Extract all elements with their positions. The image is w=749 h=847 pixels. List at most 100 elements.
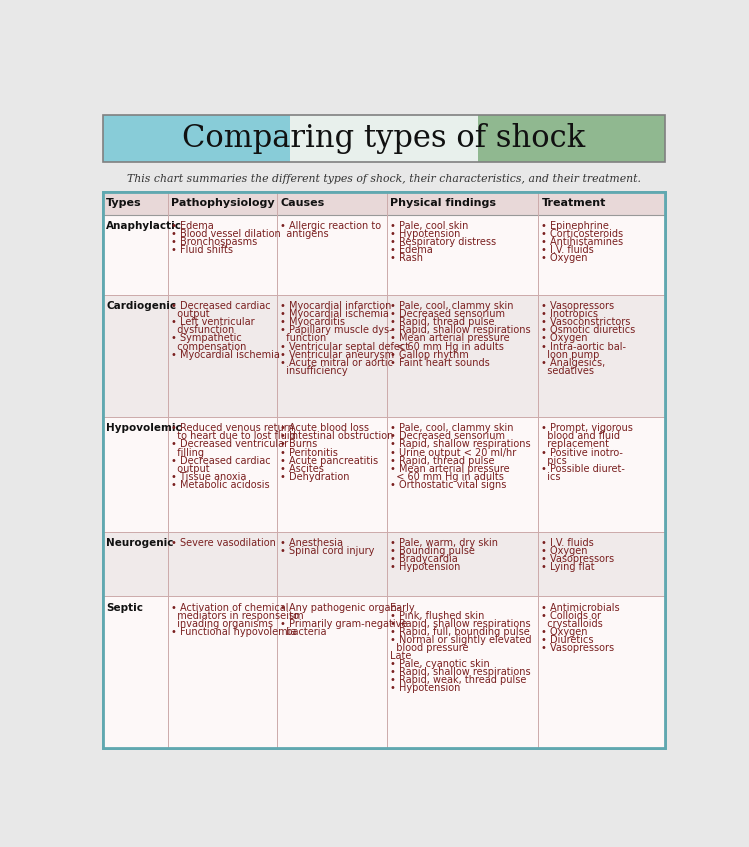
- Text: • Orthostatic vital signs: • Orthostatic vital signs: [389, 480, 506, 490]
- Text: • Osmotic diuretics: • Osmotic diuretics: [542, 325, 636, 335]
- Text: Treatment: Treatment: [542, 198, 606, 208]
- Text: Neurogenic: Neurogenic: [106, 538, 174, 548]
- Text: < 60 mm Hg in adults: < 60 mm Hg in adults: [389, 341, 503, 352]
- Text: • Hypotension: • Hypotension: [389, 229, 460, 239]
- Text: • Allergic reaction to: • Allergic reaction to: [280, 221, 381, 231]
- Text: • I.V. fluids: • I.V. fluids: [542, 246, 594, 255]
- Text: • Rapid, shallow respirations: • Rapid, shallow respirations: [389, 325, 530, 335]
- Text: • Anesthesia: • Anesthesia: [280, 538, 343, 548]
- Text: • Urine output < 20 ml/hr: • Urine output < 20 ml/hr: [389, 447, 516, 457]
- Text: • Analgesics,: • Analgesics,: [542, 357, 606, 368]
- Text: • Positive inotro-: • Positive inotro-: [542, 447, 623, 457]
- Text: filling: filling: [171, 447, 204, 457]
- Bar: [103, 417, 665, 532]
- Text: • Oxygen: • Oxygen: [542, 253, 588, 263]
- Text: • Prompt, vigorous: • Prompt, vigorous: [542, 424, 634, 434]
- Text: • Rapid, thread pulse: • Rapid, thread pulse: [389, 456, 494, 466]
- Text: blood and fluid: blood and fluid: [542, 431, 620, 441]
- Text: • Pink, flushed skin: • Pink, flushed skin: [389, 611, 484, 621]
- Text: • Functional hypovolemia: • Functional hypovolemia: [171, 627, 296, 637]
- Text: • Rapid, full, bounding pulse: • Rapid, full, bounding pulse: [389, 627, 530, 637]
- Text: • Fluid shifts: • Fluid shifts: [171, 246, 233, 255]
- Text: • Blood vessel dilation: • Blood vessel dilation: [171, 229, 280, 239]
- Text: • Bradycardia: • Bradycardia: [389, 554, 458, 564]
- Text: • Dehydration: • Dehydration: [280, 472, 350, 482]
- Text: • Acute pancreatitis: • Acute pancreatitis: [280, 456, 378, 466]
- Text: • Pale, cyanotic skin: • Pale, cyanotic skin: [389, 659, 490, 669]
- Text: This chart summaries the different types of shock, their characteristics, and th: This chart summaries the different types…: [127, 174, 641, 185]
- Bar: [103, 596, 665, 748]
- Text: • Edema: • Edema: [171, 221, 213, 231]
- Text: Anaphylactic: Anaphylactic: [106, 221, 182, 231]
- Text: output: output: [171, 309, 209, 319]
- Text: • I.V. fluids: • I.V. fluids: [542, 538, 594, 548]
- Text: Physical findings: Physical findings: [389, 198, 496, 208]
- Text: • Diuretics: • Diuretics: [542, 635, 594, 645]
- Text: • Vasoconstrictors: • Vasoconstrictors: [542, 318, 631, 327]
- Text: • Tissue anoxia: • Tissue anoxia: [171, 472, 246, 482]
- Text: • Rapid, shallow respirations: • Rapid, shallow respirations: [389, 667, 530, 678]
- Text: function: function: [280, 334, 327, 343]
- Text: • Antimicrobials: • Antimicrobials: [542, 602, 620, 612]
- Text: • Severe vasodilation: • Severe vasodilation: [171, 538, 276, 548]
- Text: • Decreased cardiac: • Decreased cardiac: [171, 456, 270, 466]
- Text: • Bronchospasms: • Bronchospasms: [171, 237, 257, 247]
- Text: • Reduced venous return: • Reduced venous return: [171, 424, 294, 434]
- Text: sedatives: sedatives: [542, 366, 595, 376]
- Text: crystalloids: crystalloids: [542, 618, 603, 628]
- Text: • Colloids or: • Colloids or: [542, 611, 601, 621]
- Text: • Rash: • Rash: [389, 253, 422, 263]
- Text: • Gallop rhythm: • Gallop rhythm: [389, 350, 469, 360]
- Text: • Vasopressors: • Vasopressors: [542, 643, 615, 653]
- Text: Cardiogenic: Cardiogenic: [106, 302, 176, 311]
- Text: Types: Types: [106, 198, 142, 208]
- Text: • Acute mitral or aortic: • Acute mitral or aortic: [280, 357, 393, 368]
- Text: blood pressure: blood pressure: [389, 643, 468, 653]
- Text: replacement: replacement: [542, 440, 610, 450]
- Text: • Myocardial ischemia: • Myocardial ischemia: [280, 309, 389, 319]
- Text: • Rapid, thread pulse: • Rapid, thread pulse: [389, 318, 494, 327]
- Text: bacteria: bacteria: [280, 627, 327, 637]
- Text: • Rapid, shallow respirations: • Rapid, shallow respirations: [389, 618, 530, 628]
- Text: • Mean arterial pressure: • Mean arterial pressure: [389, 463, 509, 473]
- Text: • Rapid, weak, thread pulse: • Rapid, weak, thread pulse: [389, 675, 526, 685]
- Bar: [290, 114, 478, 163]
- Text: antigens: antigens: [280, 229, 329, 239]
- Bar: [103, 215, 665, 295]
- Text: • Myocardial infarction: • Myocardial infarction: [280, 302, 392, 311]
- Text: • Decreased sensorium: • Decreased sensorium: [389, 431, 505, 441]
- Bar: [103, 191, 665, 748]
- Text: • Activation of chemical: • Activation of chemical: [171, 602, 288, 612]
- Text: • Epinephrine: • Epinephrine: [542, 221, 610, 231]
- Text: • Spinal cord injury: • Spinal cord injury: [280, 546, 374, 556]
- Text: to heart due to lost fluid: to heart due to lost fluid: [171, 431, 295, 441]
- Bar: [103, 295, 665, 417]
- Text: ics: ics: [542, 472, 561, 482]
- Text: • Pale, warm, dry skin: • Pale, warm, dry skin: [389, 538, 498, 548]
- Bar: [103, 191, 665, 748]
- Bar: [478, 114, 665, 163]
- Text: • Left ventricular: • Left ventricular: [171, 318, 254, 327]
- Text: • Mean arterial pressure: • Mean arterial pressure: [389, 334, 509, 343]
- Text: • Possible diuret-: • Possible diuret-: [542, 463, 625, 473]
- Text: • Oxygen: • Oxygen: [542, 546, 588, 556]
- Text: • Acute blood loss: • Acute blood loss: [280, 424, 369, 434]
- Text: ism: ism: [280, 611, 304, 621]
- Text: • Decreased ventricular: • Decreased ventricular: [171, 440, 288, 450]
- Text: compensation: compensation: [171, 341, 246, 352]
- Text: • Myocardial ischemia: • Myocardial ischemia: [171, 350, 279, 360]
- Text: loon pump: loon pump: [542, 350, 600, 360]
- Text: Pathophysiology: Pathophysiology: [171, 198, 274, 208]
- Text: • Any pathogenic organ-: • Any pathogenic organ-: [280, 602, 401, 612]
- Text: • Pale, cool, clammy skin: • Pale, cool, clammy skin: [389, 302, 513, 311]
- Text: • Vasopressors: • Vasopressors: [542, 302, 615, 311]
- Text: Late: Late: [389, 651, 411, 661]
- Text: • Sympathetic: • Sympathetic: [171, 334, 241, 343]
- Text: • Lying flat: • Lying flat: [542, 562, 595, 573]
- Text: • Peritonitis: • Peritonitis: [280, 447, 338, 457]
- Text: • Burns: • Burns: [280, 440, 318, 450]
- Text: • Bounding pulse: • Bounding pulse: [389, 546, 475, 556]
- Text: • Vasopressors: • Vasopressors: [542, 554, 615, 564]
- Text: Causes: Causes: [280, 198, 324, 208]
- Text: Septic: Septic: [106, 602, 143, 612]
